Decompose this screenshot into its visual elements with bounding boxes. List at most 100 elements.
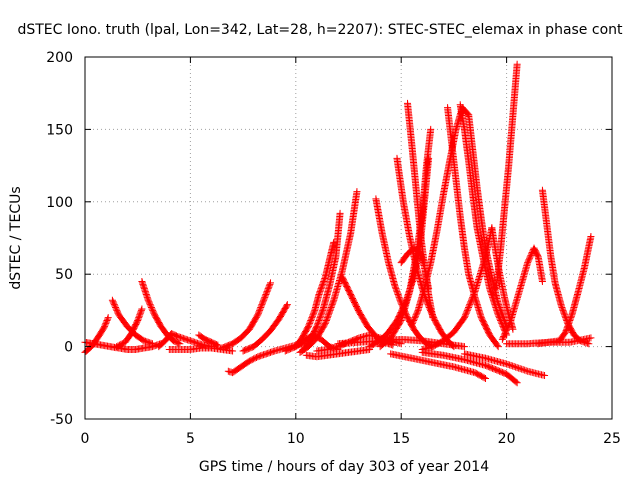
data-point <box>318 283 326 291</box>
data-point <box>469 292 477 300</box>
data-point <box>410 317 418 325</box>
data-point <box>260 296 268 304</box>
data-point <box>464 305 472 313</box>
data-point <box>316 289 324 297</box>
data-point <box>470 289 478 297</box>
y-tick-label: -50 <box>50 412 73 428</box>
data-point <box>327 305 335 313</box>
series <box>218 279 275 352</box>
x-tick-label: 0 <box>81 431 90 447</box>
data-point <box>257 302 265 310</box>
data-point <box>409 318 417 326</box>
y-tick-label: 200 <box>46 50 73 66</box>
data-point <box>261 293 269 301</box>
data-point <box>466 301 474 309</box>
series <box>338 273 397 349</box>
data-point <box>266 280 274 288</box>
data-point <box>412 312 420 320</box>
data-point <box>504 324 512 332</box>
plot-frame <box>84 56 613 420</box>
data-point <box>326 306 334 314</box>
data-point <box>306 318 314 326</box>
series <box>138 277 184 348</box>
data-point <box>264 285 272 293</box>
data-point <box>257 304 265 312</box>
data-point <box>314 319 322 327</box>
data-point <box>259 298 267 306</box>
data-point <box>509 325 517 333</box>
data-point <box>429 314 437 322</box>
data-point <box>110 301 118 309</box>
data-point <box>147 304 155 312</box>
data-point <box>585 340 593 348</box>
data-point <box>524 259 532 267</box>
axis-ticks: 0 5 10 15 20 25 -50 0 50 100 150 200 <box>46 50 621 447</box>
data-point <box>513 379 521 387</box>
data-point <box>524 257 532 265</box>
data-point <box>498 311 506 319</box>
data-point <box>322 317 330 325</box>
data-point <box>310 309 318 317</box>
data-point <box>315 317 323 325</box>
data-point <box>408 321 416 329</box>
data-point <box>255 308 263 316</box>
data-point <box>494 299 502 307</box>
data-point <box>283 302 291 310</box>
data-point <box>525 256 533 264</box>
series <box>503 334 595 348</box>
data-point <box>324 311 332 319</box>
data-point <box>108 296 116 304</box>
data-point <box>394 290 402 298</box>
data-point <box>587 334 595 342</box>
data-point <box>325 309 333 317</box>
data-point <box>328 302 336 310</box>
data-point <box>480 374 488 382</box>
data-point <box>254 309 262 317</box>
data-point <box>463 306 471 314</box>
data-point <box>145 298 153 306</box>
data-point <box>391 282 399 290</box>
data-point <box>527 251 535 259</box>
data-point <box>175 339 183 347</box>
x-tick-label: 20 <box>498 431 516 447</box>
data-point <box>564 321 572 329</box>
data-point <box>498 335 506 343</box>
series <box>404 99 437 322</box>
data-point <box>493 341 501 349</box>
data-point <box>104 315 112 323</box>
data-point <box>267 279 275 287</box>
data-point <box>318 309 326 317</box>
data-point <box>460 343 468 351</box>
data-point <box>265 282 273 290</box>
data-point <box>112 304 120 312</box>
data-point <box>307 315 315 323</box>
data-point <box>482 374 490 382</box>
data-point <box>137 308 145 316</box>
data-point <box>138 305 146 313</box>
data-point <box>470 290 478 298</box>
data-point <box>103 317 111 325</box>
data-point <box>502 327 510 335</box>
data-point <box>411 314 419 322</box>
data-point <box>427 125 435 133</box>
data-point <box>506 361 514 369</box>
data-marks <box>81 60 595 387</box>
data-point <box>495 301 503 309</box>
data-point <box>496 304 504 312</box>
data-point <box>499 314 507 322</box>
data-point <box>319 280 327 288</box>
data-point <box>467 298 475 306</box>
data-point <box>313 321 321 329</box>
data-point <box>497 306 505 314</box>
data-point <box>102 319 110 327</box>
data-point <box>316 288 324 296</box>
series <box>334 335 468 351</box>
data-point <box>560 309 568 317</box>
data-point <box>567 312 575 320</box>
series <box>155 330 215 351</box>
data-point <box>562 327 570 335</box>
data-point <box>494 343 502 351</box>
data-point <box>320 277 328 285</box>
data-point <box>318 282 326 290</box>
